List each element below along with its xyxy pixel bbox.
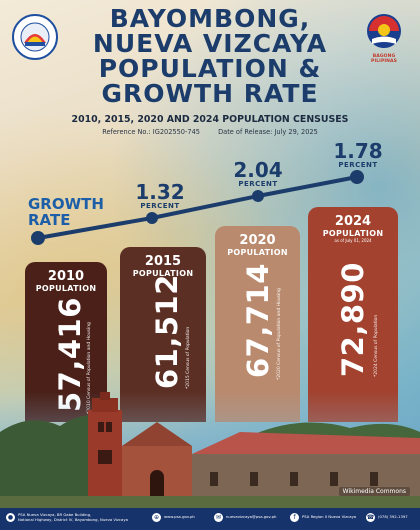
growth-point-2015 xyxy=(146,212,158,224)
card-2024-source: *2024 Census of Population xyxy=(374,314,379,377)
facebook-icon: f xyxy=(290,513,299,522)
globe-icon: ⊕ xyxy=(152,513,161,522)
card-2020-year: 2020 xyxy=(239,233,276,248)
reference-number: Reference No.: IG202550-745 xyxy=(102,128,200,136)
footer-website[interactable]: ⊕ www.psa.gov.ph xyxy=(152,513,195,522)
card-2020-heading: 2020 POPULATION xyxy=(215,233,300,258)
rate-2015-value: 1.32 xyxy=(135,180,185,204)
bagong-pilipinas-label: BAGONG PILIPINAS xyxy=(371,54,397,64)
card-2015-label: POPULATION xyxy=(132,269,194,278)
card-2020-value: 67,714 xyxy=(241,263,275,378)
title-line-1: BAYOMBONG, xyxy=(109,4,311,33)
reference-line: Reference No.: IG202550-745 Date of Rele… xyxy=(0,128,420,136)
card-2010-label: POPULATION xyxy=(35,284,97,293)
title-line-3: POPULATION & xyxy=(98,54,322,83)
growth-rate-label-1: GROWTH xyxy=(28,195,104,213)
footer-facebook[interactable]: f PSA Region II Nueva Vizcaya xyxy=(290,513,356,522)
card-2015-year: 2015 xyxy=(144,254,182,269)
growth-rate-label-2: RATE xyxy=(28,211,71,229)
footer-email-text: nuevavizcaya@psa.gov.ph xyxy=(226,514,277,520)
footer: ● PSA Nueva Vizcaya, BR Gabe Building, N… xyxy=(0,508,420,530)
card-2010-heading: 2010 POPULATION xyxy=(25,269,107,294)
footer-address-line-2: National Highway, District IV, Bayombong… xyxy=(18,516,128,522)
release-date: Date of Release: July 29, 2025 xyxy=(218,128,318,136)
card-2010-year: 2010 xyxy=(47,269,85,284)
card-2015-source: *2015 Census of Population xyxy=(186,326,191,389)
card-2020-label: POPULATION xyxy=(227,248,288,257)
card-2020-source: *2020 Census of Population and Housing xyxy=(277,288,282,380)
rate-2020: 2.04 PERCENT xyxy=(228,160,288,188)
subtitle: 2010, 2015, 2020 AND 2024 POPULATION CEN… xyxy=(71,114,349,125)
footer-address-line-1: PSA Nueva Vizcaya, BR Gabe Building, xyxy=(18,512,92,517)
footer-facebook-text: PSA Region II Nueva Vizcaya xyxy=(302,514,357,520)
phone-icon: ☎ xyxy=(366,513,375,522)
rate-2020-value: 2.04 xyxy=(233,158,283,182)
footer-website-text: www.psa.gov.ph xyxy=(164,514,195,520)
rate-2024-unit: PERCENT xyxy=(338,161,378,169)
card-2024-as-of: as of July 01, 2024 xyxy=(334,238,372,243)
rate-2015: 1.32 PERCENT xyxy=(130,182,190,210)
title-line-2: NUEVA VIZCAYA xyxy=(92,29,328,58)
footer-email[interactable]: ✉ nuevavizcaya@psa.gov.ph xyxy=(214,513,276,522)
footer-address: ● PSA Nueva Vizcaya, BR Gabe Building, N… xyxy=(6,512,128,522)
card-2020: 2020 POPULATION 67,714 *2020 Census of P… xyxy=(215,226,300,422)
card-2015-heading: 2015 POPULATION xyxy=(120,254,206,279)
card-2024-heading: 2024 POPULATION as of July 01, 2024 xyxy=(308,214,398,244)
title-line-4: GROWTH RATE xyxy=(101,79,319,108)
rate-2020-unit: PERCENT xyxy=(238,180,278,188)
growth-point-2024 xyxy=(350,170,364,184)
location-icon: ● xyxy=(6,513,15,522)
footer-phone[interactable]: ☎ (078) 392-1397 xyxy=(366,513,408,522)
rate-2024-value: 1.78 xyxy=(333,139,383,163)
footer-phone-text: (078) 392-1397 xyxy=(378,514,408,520)
growth-point-start xyxy=(31,231,45,245)
rate-2024: 1.78 PERCENT xyxy=(328,141,388,169)
growth-point-2020 xyxy=(252,190,264,202)
card-2015-value: 61,512 xyxy=(150,274,184,389)
photo-credit: Wikimedia Commons xyxy=(338,487,410,496)
psa-logo xyxy=(12,14,58,60)
card-2024-year: 2024 xyxy=(334,214,372,229)
church-photo xyxy=(0,392,420,508)
mail-icon: ✉ xyxy=(214,513,223,522)
card-2024: 2024 POPULATION as of July 01, 2024 72,8… xyxy=(308,207,398,422)
rate-2015-unit: PERCENT xyxy=(140,202,180,210)
bagong-pilipinas-logo: BAGONG PILIPINAS xyxy=(362,12,406,64)
card-2024-value: 72,890 xyxy=(336,262,370,377)
card-2024-label: POPULATION xyxy=(322,229,384,238)
